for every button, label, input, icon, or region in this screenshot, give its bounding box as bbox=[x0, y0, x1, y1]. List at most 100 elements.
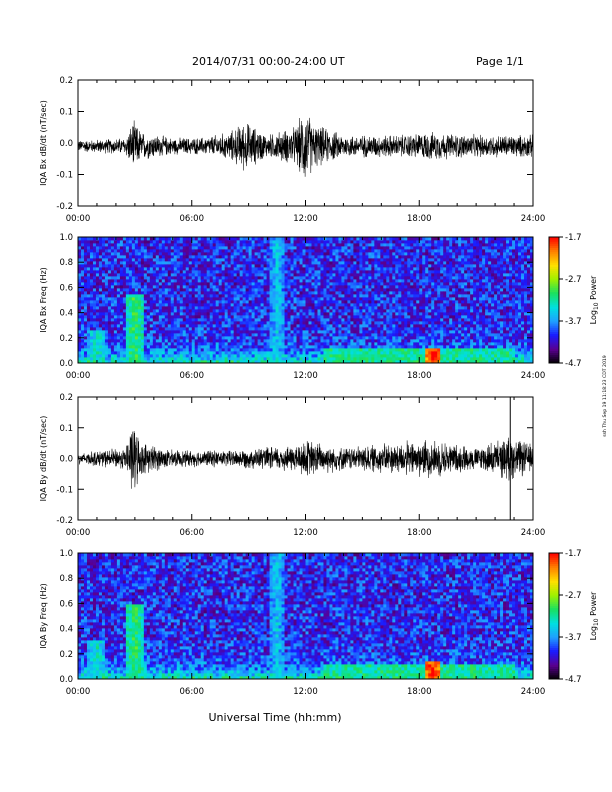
bx-freq-cell bbox=[128, 258, 133, 262]
bx-freq-cell bbox=[200, 273, 205, 277]
bx-freq-cell bbox=[95, 354, 100, 358]
bx-freq-cell bbox=[326, 291, 330, 295]
bx-freq-cell bbox=[299, 339, 303, 343]
bx-freq-cell bbox=[368, 315, 372, 319]
bx-freq-cell bbox=[377, 276, 381, 280]
bx-freq-cell bbox=[239, 354, 244, 358]
bx-freq-cell bbox=[410, 324, 414, 328]
bx-freq-cell bbox=[350, 267, 354, 271]
bx-freq-cell bbox=[197, 333, 202, 337]
bx-freq-cell bbox=[143, 288, 148, 292]
bx-freq-cell bbox=[344, 348, 348, 352]
bx-freq-cell bbox=[314, 243, 318, 247]
bx-freq-cell bbox=[302, 330, 306, 334]
bx-freq-cell bbox=[122, 255, 127, 259]
bx-freq-cell bbox=[407, 303, 411, 307]
bx-freq-cell bbox=[239, 297, 244, 301]
bx-freq-cell bbox=[230, 351, 235, 355]
bx-freq-cell bbox=[407, 306, 411, 310]
bx-freq-cell bbox=[278, 276, 282, 280]
bx-freq-cell bbox=[284, 318, 288, 322]
bx-freq-cell bbox=[359, 309, 363, 313]
bx-freq-cell bbox=[338, 297, 342, 301]
bx-freq-cell bbox=[314, 297, 318, 301]
bx-freq-cell bbox=[371, 357, 375, 361]
bx-freq-cell bbox=[305, 297, 309, 301]
bx-freq-cell bbox=[350, 291, 354, 295]
bx-freq-cell bbox=[224, 279, 229, 283]
bx-freq-cell bbox=[248, 348, 253, 352]
bx-freq-cell bbox=[197, 279, 202, 283]
bx-freq-cell bbox=[122, 246, 127, 250]
bx-freq-cell bbox=[215, 315, 220, 319]
bx-freq-cell bbox=[209, 333, 214, 337]
bx-freq-cell bbox=[269, 309, 273, 313]
bx-freq-cell bbox=[362, 291, 366, 295]
bx-freq-cell bbox=[158, 294, 163, 298]
bx-freq-cell bbox=[206, 348, 211, 352]
bx-freq-cell bbox=[323, 237, 327, 241]
bx-freq-cell bbox=[281, 252, 285, 256]
bx-freq-cell bbox=[98, 276, 103, 280]
bx-freq-cell bbox=[320, 297, 324, 301]
bx-freq-cell bbox=[323, 291, 327, 295]
bx-freq-cell bbox=[416, 321, 420, 325]
bx-freq-cell bbox=[266, 333, 270, 337]
bx-freq-cell bbox=[164, 318, 169, 322]
bx-freq-cell bbox=[185, 291, 190, 295]
bx-freq-cell bbox=[212, 279, 217, 283]
bx-freq-cell bbox=[407, 312, 411, 316]
bx-freq-cell bbox=[326, 360, 330, 364]
bx-freq-cell bbox=[140, 312, 145, 316]
bx-freq-cell bbox=[197, 351, 202, 355]
bx-freq-cell bbox=[410, 303, 414, 307]
bx-freq-cell bbox=[110, 294, 115, 298]
bx-freq-cell bbox=[170, 306, 175, 310]
bx-freq-cell bbox=[416, 300, 420, 304]
bx-freq-cell bbox=[248, 288, 253, 292]
bx-freq-cell bbox=[416, 354, 420, 358]
bx-freq-cell bbox=[116, 321, 121, 325]
bx-freq-cell bbox=[206, 303, 211, 307]
bx-freq-cell bbox=[341, 330, 345, 334]
bx-freq-cell bbox=[320, 354, 324, 358]
bx-freq-cell bbox=[284, 273, 288, 277]
bx-freq-cell bbox=[176, 315, 181, 319]
bx-freq-cell bbox=[425, 291, 429, 295]
bx-freq-cell bbox=[332, 279, 336, 283]
bx-dbdt-series-line bbox=[77, 117, 534, 177]
bx-freq-cell bbox=[374, 240, 378, 244]
bx-freq-cell bbox=[140, 294, 145, 298]
bx-freq-cell bbox=[314, 273, 318, 277]
bx-freq-cell bbox=[395, 243, 399, 247]
bx-freq-cell bbox=[407, 273, 411, 277]
bx-freq-cell bbox=[362, 324, 366, 328]
bx-freq-cell bbox=[182, 264, 187, 268]
bx-freq-cell bbox=[86, 345, 91, 349]
bx-freq-cell bbox=[137, 327, 142, 331]
bx-freq-cell bbox=[212, 336, 217, 340]
bx-freq-cell bbox=[182, 330, 187, 334]
bx-freq-cell bbox=[269, 321, 273, 325]
bx-freq-cell bbox=[248, 345, 253, 349]
bx-freq-cell bbox=[281, 240, 285, 244]
bx-freq-cell bbox=[197, 261, 202, 265]
bx-freq-cell bbox=[278, 348, 282, 352]
bx-freq-cell bbox=[239, 237, 244, 241]
bx-freq-cell bbox=[164, 357, 169, 361]
bx-freq-cell bbox=[347, 345, 351, 349]
bx-freq-cell bbox=[179, 318, 184, 322]
bx-freq-cell bbox=[197, 270, 202, 274]
bx-freq-cell bbox=[107, 243, 112, 247]
bx-freq-cell bbox=[152, 312, 157, 316]
bx-freq-cell bbox=[83, 339, 88, 343]
bx-freq-cell bbox=[410, 246, 414, 250]
bx-freq-cell bbox=[392, 351, 396, 355]
bx-freq-cell bbox=[266, 282, 270, 286]
bx-freq-cell bbox=[290, 264, 294, 268]
bx-freq-cell bbox=[254, 273, 258, 277]
bx-freq-cell bbox=[377, 321, 381, 325]
bx-freq-cell bbox=[182, 315, 187, 319]
bx-freq-cell bbox=[158, 351, 163, 355]
bx-freq-cell bbox=[398, 348, 402, 352]
